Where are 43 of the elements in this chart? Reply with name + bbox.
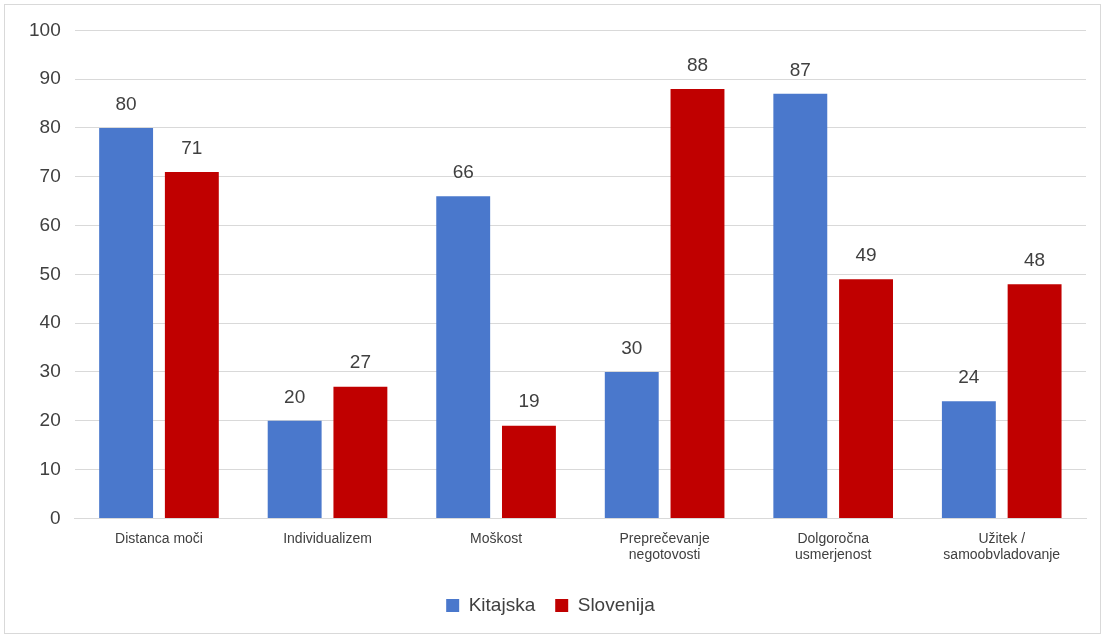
bar	[773, 93, 828, 518]
y-tick-label: 70	[39, 165, 61, 187]
y-tick-label: 40	[39, 311, 61, 333]
y-tick-label: 30	[39, 360, 61, 382]
data-label: 88	[686, 53, 709, 75]
bar	[501, 425, 556, 518]
y-tick-label: 60	[39, 213, 61, 235]
bar	[267, 420, 322, 518]
bar	[436, 196, 491, 518]
bar	[99, 128, 154, 518]
data-label: 66	[452, 161, 474, 183]
data-label: 48	[1024, 248, 1046, 270]
data-label: 19	[518, 390, 540, 412]
y-tick-label: 80	[39, 116, 61, 138]
y-tick-label: 0	[50, 506, 61, 528]
x-tick-label: Distanca moči	[115, 529, 203, 546]
bar	[670, 88, 725, 518]
bar	[1007, 284, 1062, 518]
bar	[839, 279, 893, 518]
y-tick-label: 20	[39, 409, 61, 431]
bar	[604, 372, 659, 518]
data-label: 49	[855, 244, 877, 266]
x-tick-label: Preprečevanje negotovosti	[619, 529, 710, 563]
legend-label: Slovenija	[577, 593, 656, 615]
y-tick-label: 10	[39, 457, 61, 479]
bar	[941, 401, 996, 518]
data-label: 24	[958, 366, 980, 388]
x-tick-label: Moškost	[470, 529, 523, 546]
data-label: 80	[115, 92, 137, 114]
y-tick-label: 90	[39, 67, 61, 89]
x-tick-label: Individualizem	[283, 529, 372, 546]
x-tick-label: Dolgoročna usmerjenost	[795, 529, 872, 563]
data-label: 30	[621, 336, 643, 358]
y-tick-label: 50	[39, 262, 61, 284]
data-label: 27	[349, 351, 371, 373]
y-tick-label: 100	[29, 18, 61, 40]
data-label: 20	[284, 385, 306, 407]
data-label: 71	[181, 136, 203, 158]
data-label: 87	[789, 58, 811, 80]
legend-label: Kitajska	[468, 593, 536, 615]
bar	[333, 386, 388, 518]
bar	[164, 171, 219, 518]
x-tick-label: Užitek / samoobvladovanje	[943, 529, 1061, 563]
